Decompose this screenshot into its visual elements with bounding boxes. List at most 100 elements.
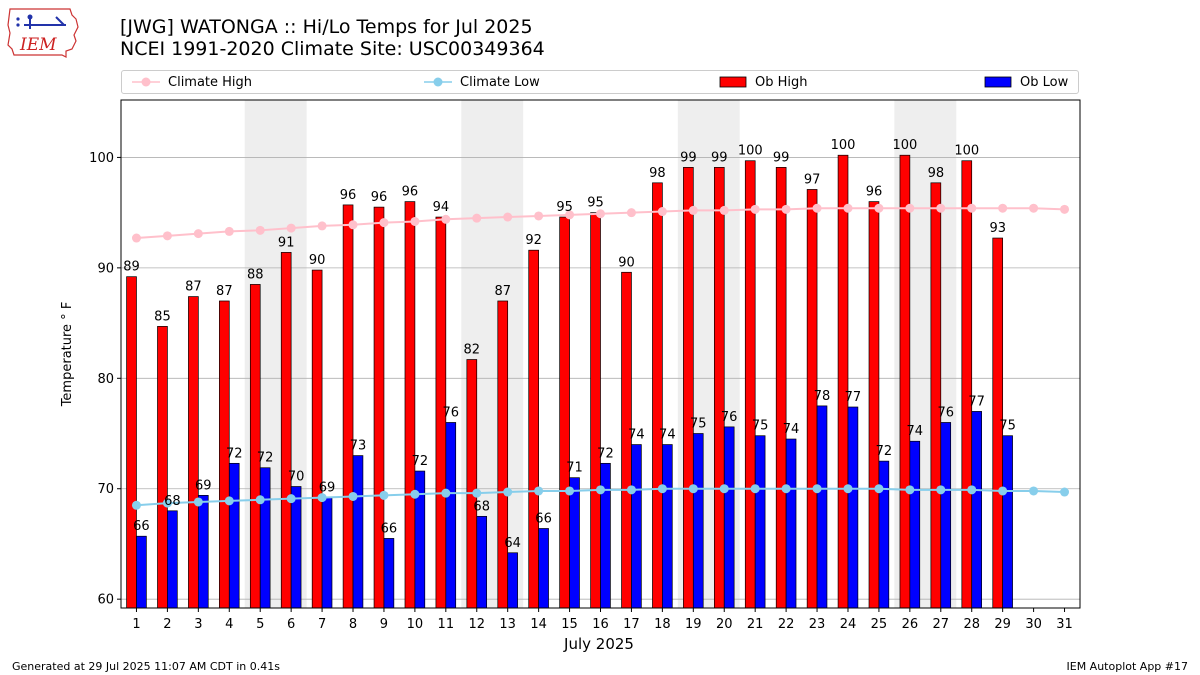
ob-low-bar-label: 72	[226, 446, 243, 461]
climate-high-point	[565, 210, 575, 220]
ob-high-bar	[311, 269, 323, 609]
ob-low-bar-label: 75	[752, 419, 769, 434]
ob-low-bar-label: 71	[566, 461, 583, 476]
ob-high-bar-label: 100	[954, 144, 979, 159]
x-tick-label: 2	[163, 617, 171, 632]
ob-high-bar	[744, 160, 756, 609]
ob-low-bar	[352, 455, 364, 609]
ob-high-bar-label: 88	[247, 267, 264, 282]
x-tick-label: 6	[287, 617, 295, 632]
ob-high-bar-label: 97	[804, 172, 821, 187]
x-tick-label: 28	[963, 617, 980, 632]
y-tick-label: 70	[97, 482, 114, 497]
ob-low-bar-label: 72	[257, 451, 274, 466]
legend-line-marker-icon	[424, 77, 452, 87]
ob-low-bar-label: 74	[659, 428, 676, 443]
legend-label: Climate High	[168, 74, 253, 90]
climate-low-point	[688, 484, 698, 494]
ob-low-bar	[197, 495, 209, 609]
legend-climate-low: Climate Low	[424, 71, 540, 93]
climate-high-point	[286, 223, 296, 233]
x-tick-label: 14	[530, 617, 547, 632]
climate-high-point	[1060, 204, 1070, 214]
ob-high-bar-label: 82	[464, 343, 481, 358]
climate-high-point	[193, 229, 203, 239]
climate-high-point	[812, 203, 822, 213]
ob-low-bar	[1002, 435, 1013, 609]
legend-line-marker-icon	[132, 77, 160, 87]
footer-app-text: IEM Autoplot App #17	[1066, 660, 1189, 673]
ob-high-bar-label: 98	[928, 166, 945, 181]
ob-low-bar	[290, 486, 302, 609]
climate-low-point	[781, 484, 791, 494]
x-tick-label: 16	[592, 617, 609, 632]
legend-label: Ob High	[755, 74, 808, 90]
ob-low-bar	[631, 444, 642, 609]
ob-low-bar	[878, 460, 890, 609]
logo-text: IEM	[19, 35, 57, 55]
legend-ob-high: Ob High	[719, 71, 808, 93]
climate-high-point	[317, 221, 327, 231]
climate-high-point	[131, 233, 141, 243]
ob-low-bar-label: 78	[814, 389, 831, 404]
ob-high-bar-label: 100	[892, 138, 917, 153]
ob-high-bar-label: 94	[433, 200, 450, 215]
ob-low-bar	[692, 433, 704, 609]
ob-high-bar-label: 90	[618, 255, 635, 270]
ob-low-bar-label: 76	[937, 405, 954, 420]
x-tick-label: 15	[561, 617, 578, 632]
climate-high-point	[781, 204, 791, 214]
ob-high-bar-label: 98	[649, 166, 666, 181]
climate-low-point	[905, 485, 915, 495]
climate-high-point	[348, 220, 358, 230]
x-tick-label: 17	[623, 617, 640, 632]
chart-title: [JWG] WATONGA :: Hi/Lo Temps for Jul 202…	[120, 16, 545, 60]
climate-low-point	[503, 487, 513, 497]
x-tick-label: 23	[809, 617, 826, 632]
legend-swatch-icon	[984, 76, 1012, 88]
ob-high-bar	[930, 182, 942, 609]
climate-high-point	[936, 203, 946, 213]
ob-low-bar	[785, 438, 797, 609]
ob-high-bar	[528, 249, 539, 609]
ob-low-bar-label: 77	[845, 390, 862, 405]
climate-high-point	[719, 205, 729, 215]
x-tick-label: 5	[256, 617, 264, 632]
ob-low-bar	[259, 467, 271, 609]
climate-low-point	[843, 484, 853, 494]
ob-high-bar	[837, 154, 849, 609]
ob-low-bar-label: 77	[968, 394, 985, 409]
ob-high-bar-label: 100	[831, 138, 856, 153]
ob-low-bar-label: 74	[783, 422, 800, 437]
climate-lines	[131, 203, 1070, 510]
climate-low-point	[874, 484, 884, 494]
ob-low-bar	[971, 411, 982, 609]
ob-low-bar	[136, 535, 147, 609]
ob-low-bar	[476, 515, 488, 609]
climate-low-point	[162, 498, 172, 508]
x-tick-label: 1	[132, 617, 140, 632]
legend-label: Climate Low	[460, 74, 540, 90]
x-tick-label: 25	[871, 617, 888, 632]
ob-low-bar-label: 64	[504, 536, 521, 551]
climate-low-point	[534, 486, 544, 496]
ob-low-bar-label: 75	[999, 419, 1016, 434]
ob-low-bar	[321, 497, 333, 609]
climate-high-point	[905, 203, 915, 213]
ob-high-bar	[590, 212, 601, 609]
climate-high-point	[410, 216, 420, 226]
ob-high-bar-label: 96	[371, 190, 388, 205]
ob-low-bar	[228, 462, 240, 609]
ob-high-bar-label: 99	[711, 150, 728, 165]
x-tick-label: 7	[318, 617, 326, 632]
y-axis-label: Temperature ° F	[60, 302, 75, 408]
ob-high-bar	[466, 359, 478, 609]
ob-high-bar-label: 92	[525, 233, 542, 248]
climate-high-point	[750, 204, 760, 214]
x-tick-label: 8	[349, 617, 357, 632]
x-tick-label: 26	[902, 617, 919, 632]
ob-high-bar	[559, 216, 570, 609]
climate-low-point	[596, 485, 605, 495]
ob-low-bar	[754, 435, 766, 609]
x-tick-label: 22	[778, 617, 795, 632]
